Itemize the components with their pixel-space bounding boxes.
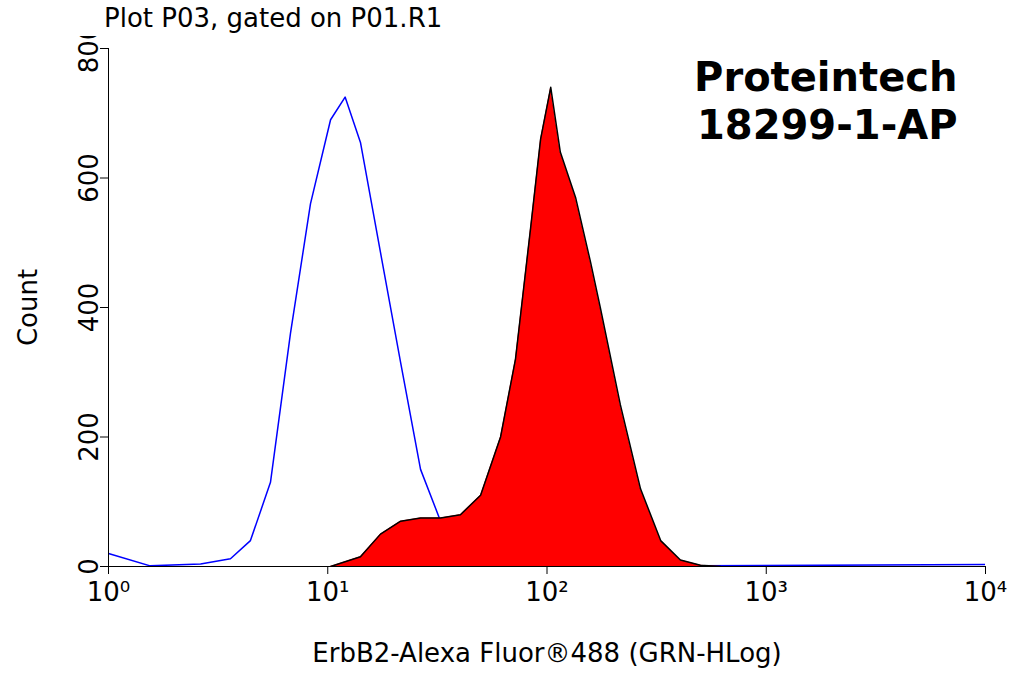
svg-text:10⁴: 10⁴ <box>964 577 1008 607</box>
svg-text:400: 400 <box>74 283 104 333</box>
svg-text:10²: 10² <box>525 577 569 607</box>
svg-text:10³: 10³ <box>744 577 788 607</box>
svg-text:600: 600 <box>74 153 104 203</box>
svg-text:10⁰: 10⁰ <box>87 577 131 607</box>
svg-text:Count: Count <box>13 269 43 346</box>
svg-text:ErbB2-Alexa Fluor®488 (GRN-HLo: ErbB2-Alexa Fluor®488 (GRN-HLog) <box>312 638 781 668</box>
svg-text:10¹: 10¹ <box>306 577 350 607</box>
html-text:Plot P03, gated on P01.R1: Plot P03, gated on P01.R1 <box>104 3 443 33</box>
svg-text:200: 200 <box>74 412 104 462</box>
svg-text:800: 800 <box>74 36 104 73</box>
svg-text:Proteintech18299-1-AP: Proteintech18299-1-AP <box>694 54 957 148</box>
svg-text:0: 0 <box>74 558 104 575</box>
